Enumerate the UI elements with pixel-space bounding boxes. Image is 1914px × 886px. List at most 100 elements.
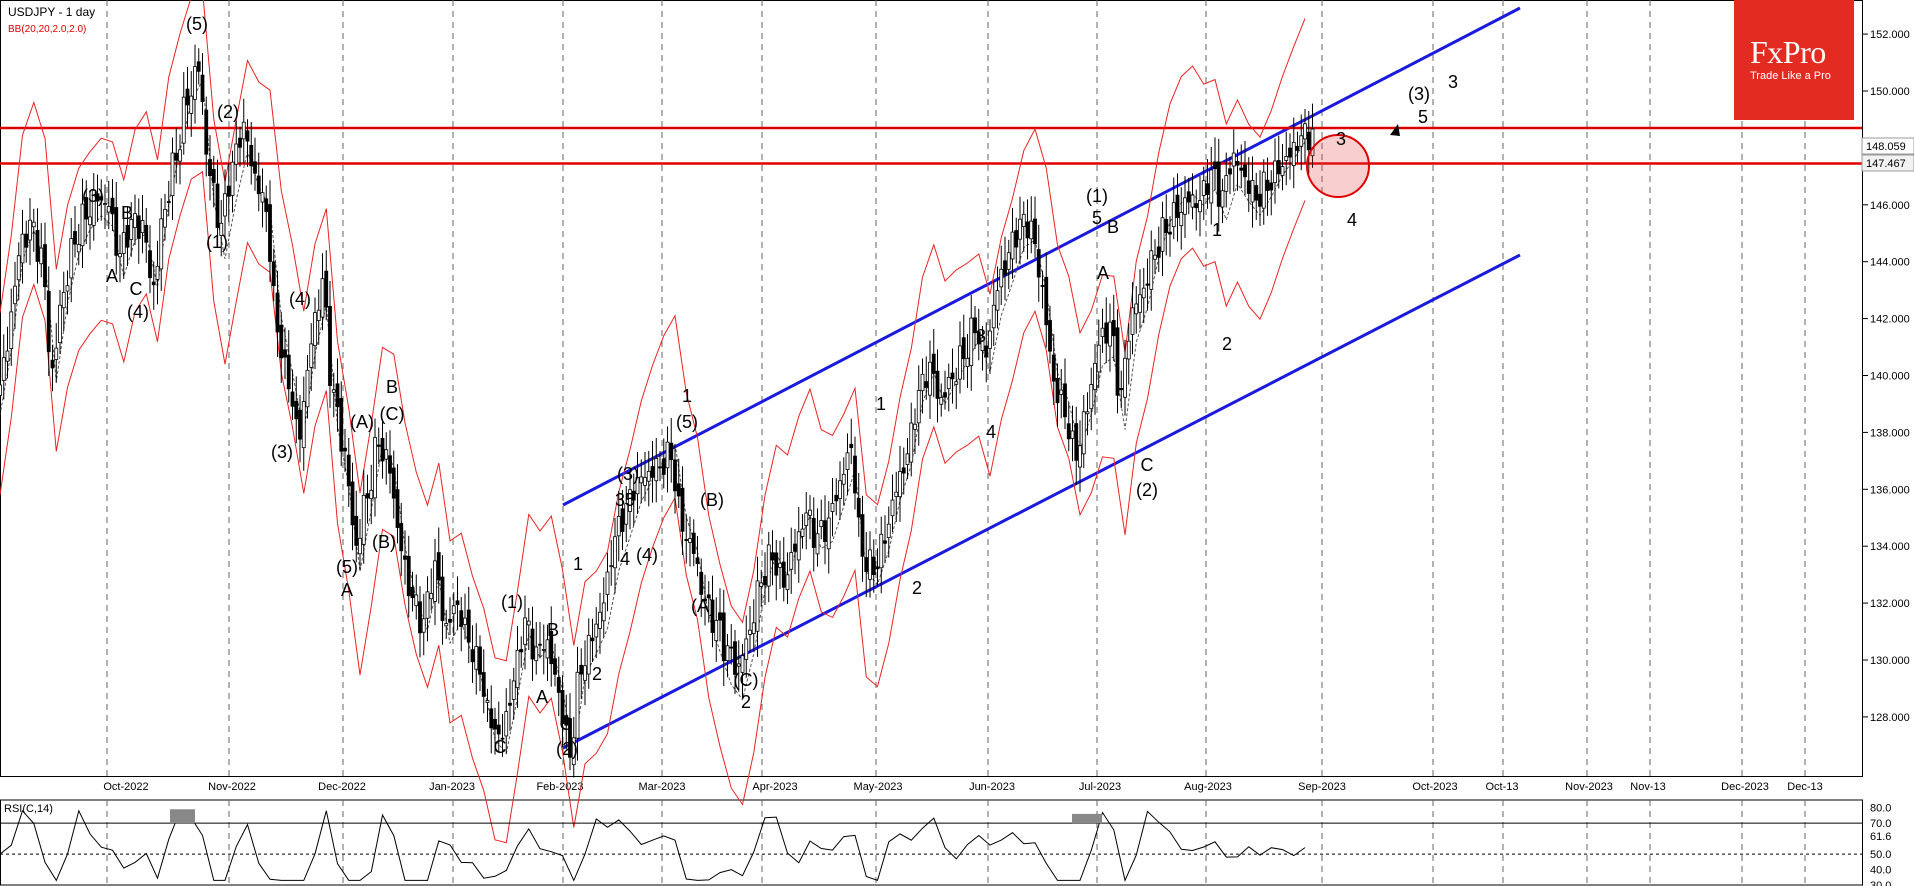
candle-body [984,345,989,358]
candle-body [58,304,62,344]
candle-body [815,533,820,555]
wave-label: (5) [186,14,208,34]
candle-body [950,372,955,380]
wave-label: A [1097,263,1109,283]
candle-body [1018,218,1022,240]
candle-body [1171,202,1176,228]
candle-body [545,639,550,659]
candle-body [208,159,212,176]
candle-body [1115,327,1120,396]
candle-body [811,517,816,548]
candle-body [560,689,565,725]
candle-body [1156,246,1161,258]
candle-body [808,509,812,516]
x-tick-label: May-2023 [854,781,903,793]
candle-body [556,677,561,693]
candle-body [13,285,17,305]
candle-body [324,270,329,308]
wave-label: (4) [127,302,149,322]
wave-label: 1 [573,554,583,574]
y-tick-label: 144.000 [1870,257,1910,269]
candle-body [286,354,291,390]
x-tick-label: Oct-13 [1485,781,1518,793]
candle-body [898,471,902,498]
candle-body [84,197,89,220]
x-tick-label: Mar-2023 [638,781,685,793]
candle-body [1194,203,1199,209]
candle-body [586,634,591,675]
rsi-axis-label: 30.0 [1870,880,1891,886]
candle-body [1280,166,1285,176]
candle-body [751,622,756,635]
candle-body [16,255,21,281]
candle-body [1006,252,1011,270]
candle-body [451,605,456,615]
candle-body [834,494,839,502]
candle-body [725,645,730,661]
candle-body [114,207,119,256]
candle-body [159,218,164,270]
candle-body [1168,231,1172,235]
y-tick-label: 140.000 [1870,371,1910,383]
candle-body [369,489,374,500]
candle-body [864,557,869,572]
x-tick-label: Feb-2023 [536,781,583,793]
candle-body [860,514,865,557]
candle-body [759,582,764,587]
candle-body [763,576,767,586]
candle-body [99,196,104,201]
candle-body [1276,160,1281,175]
candle-body [489,708,494,729]
candle-body [868,549,872,580]
candle-body [1111,320,1116,337]
candle-body [804,512,809,526]
candle-body [69,238,74,279]
candle-body [1261,171,1266,209]
candle-body [1258,193,1262,207]
candle-body [654,458,659,482]
candle-body [391,467,396,499]
upper-channel-line [562,6,1521,507]
candle-body [238,137,242,148]
x-tick-label: Jul-2023 [1079,781,1121,793]
candle-body [643,477,647,486]
rsi-axis-label: 61.6 [1870,831,1891,843]
candle-body [1269,182,1274,191]
chart-title: USDJPY - 1 day [8,5,95,19]
candle-body [526,620,531,626]
wave-label: 4 [986,422,996,442]
wave-label: 3 [1448,72,1458,92]
candle-body [658,466,662,469]
candle-body [774,552,779,576]
candle-body [219,222,224,236]
wave-label: (B) [700,490,724,510]
candle-body [1048,320,1052,352]
candle-body [796,531,801,561]
candle-body [223,193,227,217]
candle-body [1108,321,1112,347]
x-tick-label: Dec-13 [1787,781,1822,793]
rsi-axis-label: 80.0 [1870,803,1891,815]
rsi-overbought-fill [170,809,195,824]
candle-body [388,455,392,474]
candle-body [0,384,2,396]
wave-label: C [494,737,507,757]
wave-label: 3 [1336,129,1346,149]
y-tick-label: 130.000 [1870,655,1910,667]
candle-body [523,617,527,645]
candle-body [361,494,366,545]
candle-body [1130,307,1135,335]
candle-body [5,350,10,362]
candle-body [1216,161,1221,207]
candle-body [819,520,824,528]
x-tick-label: Jan-2023 [429,781,475,793]
candle-body [553,658,557,675]
candle-body [703,598,707,601]
candle-body [249,145,254,167]
candle-body [845,452,850,471]
x-tick-label: Aug-2023 [1184,781,1232,793]
candle-body [136,215,141,239]
y-tick-label: 136.000 [1870,484,1910,496]
candle-body [20,233,25,264]
candle-body [594,623,599,638]
